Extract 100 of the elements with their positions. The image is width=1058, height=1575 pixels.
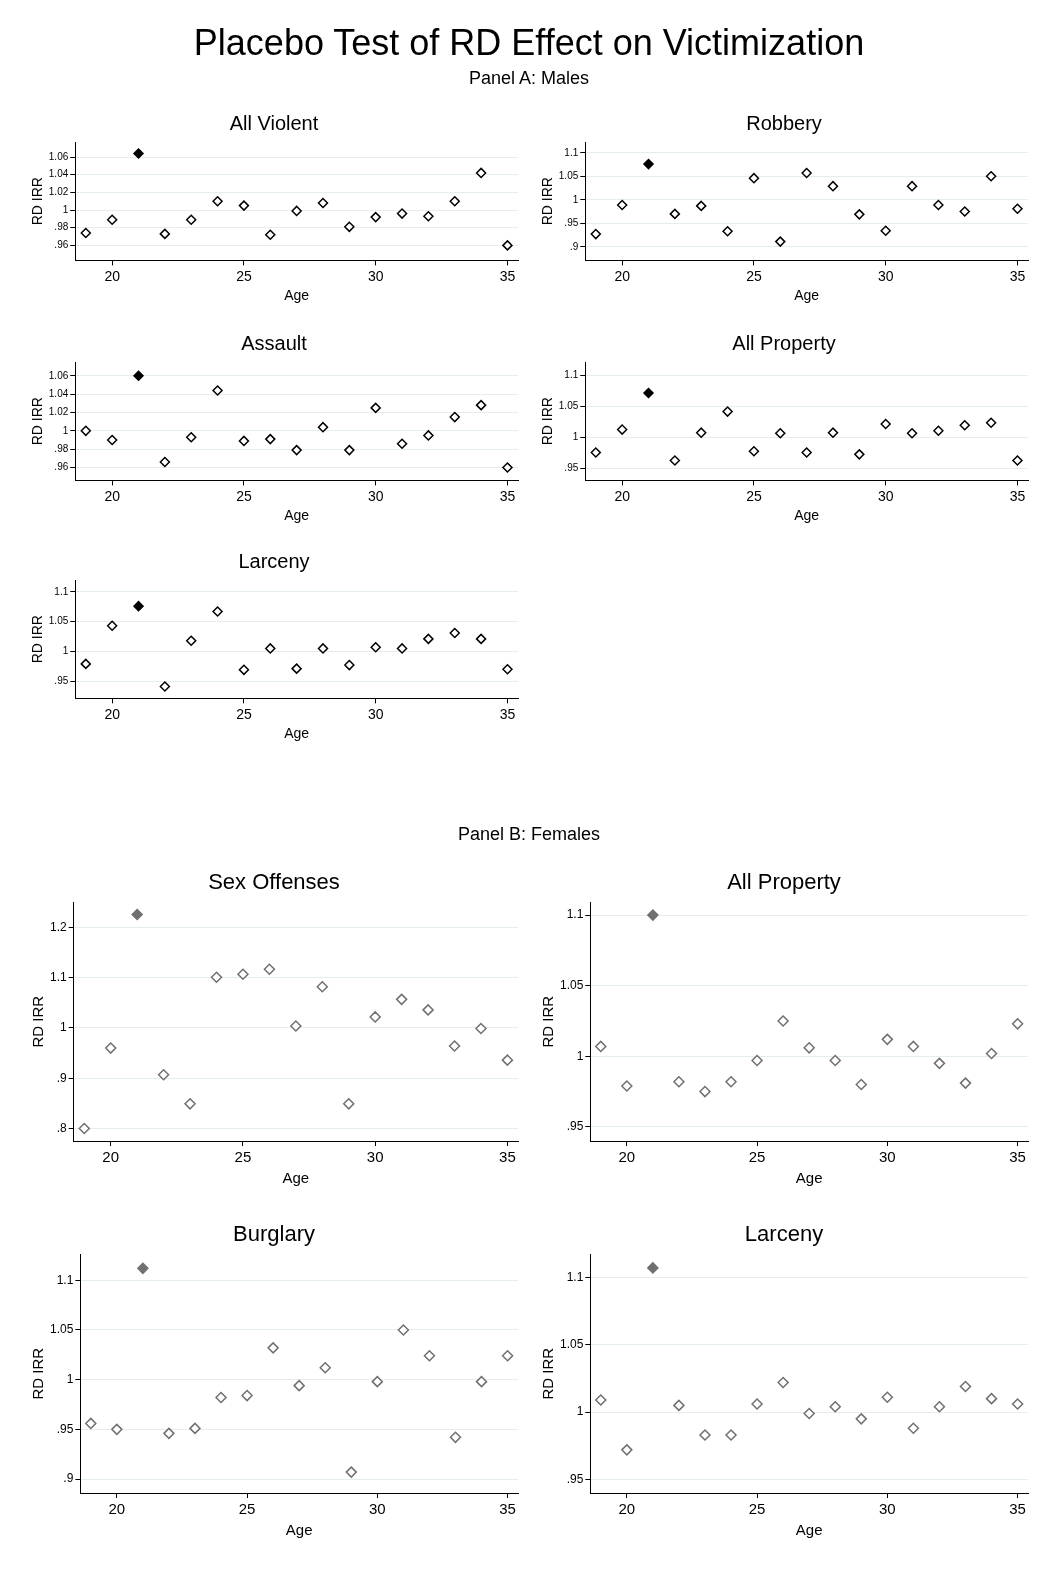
point <box>263 963 276 975</box>
point <box>157 1068 170 1081</box>
point <box>423 430 434 441</box>
point <box>449 195 460 207</box>
y-tick-label: .95 <box>564 461 579 473</box>
point <box>80 658 92 670</box>
point <box>159 681 171 692</box>
point <box>342 1098 355 1110</box>
point <box>319 1361 331 1374</box>
x-tick-label: 35 <box>1009 1500 1026 1518</box>
x-axis-title: Age <box>284 725 310 742</box>
point <box>669 208 681 220</box>
x-tick-label: 25 <box>234 1148 252 1166</box>
x-axis-title: Age <box>795 1169 823 1187</box>
point <box>395 993 408 1006</box>
point <box>907 1040 920 1053</box>
x-tick-label: 25 <box>746 487 762 504</box>
point <box>801 447 812 458</box>
y-tick-label: 1.1 <box>566 1269 584 1284</box>
point <box>317 421 329 433</box>
y-tick-label: 1.05 <box>558 399 579 411</box>
point <box>616 424 628 435</box>
y-axis-title: RD IRR <box>29 615 46 664</box>
y-tick-label: 1 <box>576 1048 584 1063</box>
point <box>475 1022 487 1035</box>
point <box>803 1042 815 1054</box>
point <box>238 200 250 211</box>
y-tick-label: 1.04 <box>48 168 69 180</box>
point <box>881 1391 894 1404</box>
x-tick-label: 25 <box>746 267 762 284</box>
point <box>267 1342 279 1354</box>
point <box>345 1466 358 1478</box>
y-axis-title: RD IRR <box>539 177 556 226</box>
y-tick-label: .9 <box>569 240 579 252</box>
point <box>647 909 659 921</box>
x-axis-title: Age <box>282 1169 310 1187</box>
chart-title: Burglary <box>233 1221 315 1247</box>
point <box>212 195 223 207</box>
x-tick-label: 30 <box>878 1148 896 1166</box>
point <box>907 1422 920 1435</box>
point <box>291 205 302 217</box>
point <box>855 1078 868 1091</box>
point <box>1012 203 1023 214</box>
point <box>854 209 865 220</box>
y-tick-label: 1 <box>572 193 579 205</box>
y-tick-label: 1 <box>576 1404 584 1419</box>
x-tick-label: 20 <box>614 267 631 284</box>
point <box>396 438 408 449</box>
chart-title: Assault <box>241 331 308 354</box>
y-tick-label: 1.02 <box>48 186 69 198</box>
x-tick-label: 20 <box>104 705 121 722</box>
point <box>725 1075 737 1088</box>
point <box>933 1057 946 1070</box>
point <box>317 197 329 209</box>
point <box>748 172 760 184</box>
x-tick-label: 25 <box>236 705 252 722</box>
point <box>475 633 487 645</box>
x-tick-label: 30 <box>367 487 384 504</box>
x-tick-label: 30 <box>366 1148 384 1166</box>
point <box>673 1075 685 1088</box>
point <box>212 385 223 396</box>
point <box>344 221 355 233</box>
point <box>210 971 223 983</box>
x-tick-label: 20 <box>614 487 631 504</box>
x-tick-label: 35 <box>499 705 516 722</box>
point <box>133 370 144 382</box>
y-tick-label: 1 <box>59 1020 67 1035</box>
x-tick-label: 20 <box>104 487 121 504</box>
point <box>643 387 654 399</box>
point <box>722 406 733 417</box>
point <box>621 1080 633 1092</box>
point <box>106 620 118 632</box>
point <box>290 1020 302 1032</box>
point <box>906 180 918 192</box>
y-tick-label: .9 <box>56 1070 67 1085</box>
point <box>111 1423 123 1436</box>
point <box>502 664 513 675</box>
x-axis-title: Age <box>795 1521 823 1539</box>
point <box>959 419 970 431</box>
point <box>137 1262 149 1275</box>
y-tick-label: .95 <box>566 1471 584 1486</box>
x-tick-label: 35 <box>499 1148 516 1166</box>
point <box>397 1324 410 1336</box>
x-axis-title: Age <box>284 287 310 304</box>
point <box>590 447 602 458</box>
point <box>85 1417 97 1430</box>
point <box>673 1399 685 1412</box>
point <box>369 1011 381 1023</box>
point <box>933 425 944 437</box>
point <box>501 1054 514 1066</box>
x-tick-label: 20 <box>618 1148 636 1166</box>
y-tick-label: .98 <box>54 442 69 454</box>
point <box>370 402 381 414</box>
y-tick-label: 1.1 <box>56 1272 74 1287</box>
x-tick-label: 20 <box>108 1500 126 1518</box>
x-tick-label: 30 <box>877 487 894 504</box>
point <box>616 199 628 211</box>
point <box>133 148 144 159</box>
x-tick-label: 20 <box>102 1148 120 1166</box>
point <box>237 968 249 980</box>
